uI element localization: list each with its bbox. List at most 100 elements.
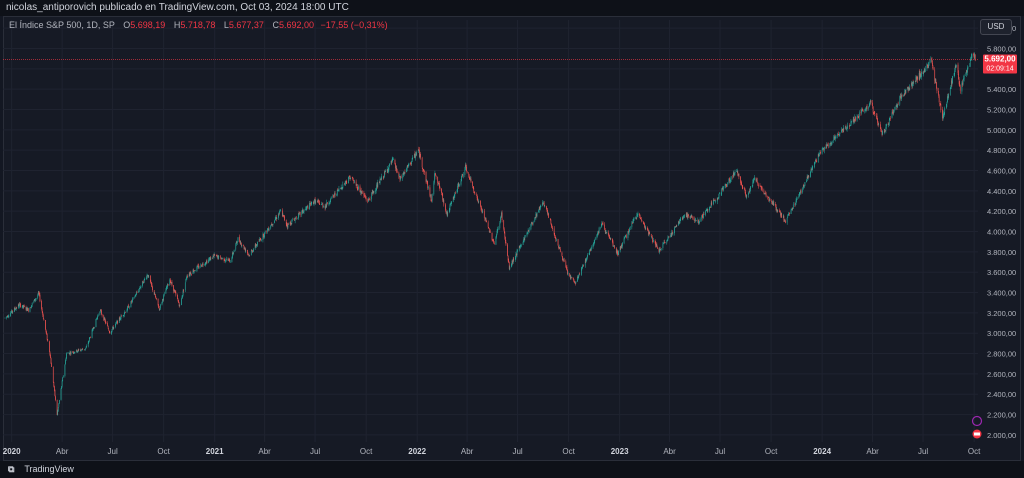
candle-body [186,278,187,280]
candle-body [517,250,518,251]
candle-body [97,315,98,319]
candle-body [415,154,416,158]
candle-body [116,321,118,323]
candle-body [625,235,627,237]
candle-body [334,193,335,196]
candle-body [419,154,421,158]
candle-body [220,258,222,259]
candle-body [126,309,128,313]
candle-body [546,206,547,210]
y-tick-label: 5.800,00 [987,44,1016,53]
candle-body [29,307,31,312]
candle-body [698,219,699,224]
candle-body [717,197,719,199]
candle-body [897,103,899,105]
x-tick-label: Jul [918,447,928,456]
candle-body [637,213,639,215]
candle-body [588,252,590,255]
candle-body [50,358,52,364]
candle-body [709,207,711,208]
candle-body [214,254,216,256]
candle-body [548,213,549,218]
candle-body [24,306,25,307]
tradingview-brand[interactable]: ⧉ TradingView [8,461,74,478]
candle-body [191,273,192,275]
candle-body [534,217,536,222]
candles [4,52,976,416]
candle-body [329,203,330,204]
candle-body [679,219,681,222]
candle-body [504,232,506,238]
candle-body [171,281,173,286]
candle-body [664,242,666,244]
y-tick-label: 4.200,00 [987,207,1016,216]
candle-body [865,109,866,111]
candle-body [683,217,684,218]
candle-body [360,190,362,194]
candle-body [597,233,598,236]
candle-body [483,210,485,219]
candle-body [80,349,81,351]
candle-body [84,349,86,350]
candle-body [458,183,460,187]
candle-body [641,220,643,222]
candle-body [720,192,722,194]
candle-body [177,295,178,300]
candle-body [437,176,439,184]
candle-body [187,276,188,277]
candle-body [880,127,882,132]
candle-body [800,190,802,193]
candle-body [22,305,24,307]
candle-body [131,301,132,303]
candle-body [59,400,60,404]
candle-body [68,353,70,354]
currency-button[interactable]: USD [980,19,1012,35]
candle-body [790,210,792,214]
candle-body [818,154,820,156]
candle-body [748,191,750,193]
candle-body [662,243,664,248]
candle-body [870,100,872,103]
candle-body [643,223,645,225]
event-marker-icon[interactable] [971,415,983,427]
candle-body [943,112,945,115]
candle-body [430,195,431,196]
candle-body [453,194,455,198]
candle-body [953,73,955,76]
candle-body [423,170,425,172]
candle-body [723,186,724,191]
candle-body [705,210,707,212]
candle-body [901,95,902,99]
candle-body [732,176,734,178]
candle-body [760,186,761,187]
candle-body [148,275,150,278]
candle-body [322,203,324,207]
candle-body [943,113,944,118]
candle-body [217,255,218,257]
candle-body [213,255,214,257]
candle-body [571,277,573,279]
candle-body [293,219,295,220]
candle-body [472,186,474,188]
candle-body [617,253,619,255]
candle-body [257,241,258,246]
candle-body [287,224,288,228]
candle-body [776,209,777,211]
candle-body [451,201,452,204]
candle-body [111,329,113,332]
candle-body [585,260,587,262]
candle-body [57,410,59,415]
candle-body [769,199,770,201]
candle-body [559,248,561,253]
candle-body [310,205,312,206]
candle-body [757,183,759,184]
candle-body [513,258,515,261]
candle-body [771,201,772,203]
candle-body [143,282,145,284]
candle-body [802,185,804,189]
candle-body [854,116,856,121]
candle-body [927,64,928,66]
candle-body [546,210,548,211]
chart-area[interactable] [3,16,1021,461]
